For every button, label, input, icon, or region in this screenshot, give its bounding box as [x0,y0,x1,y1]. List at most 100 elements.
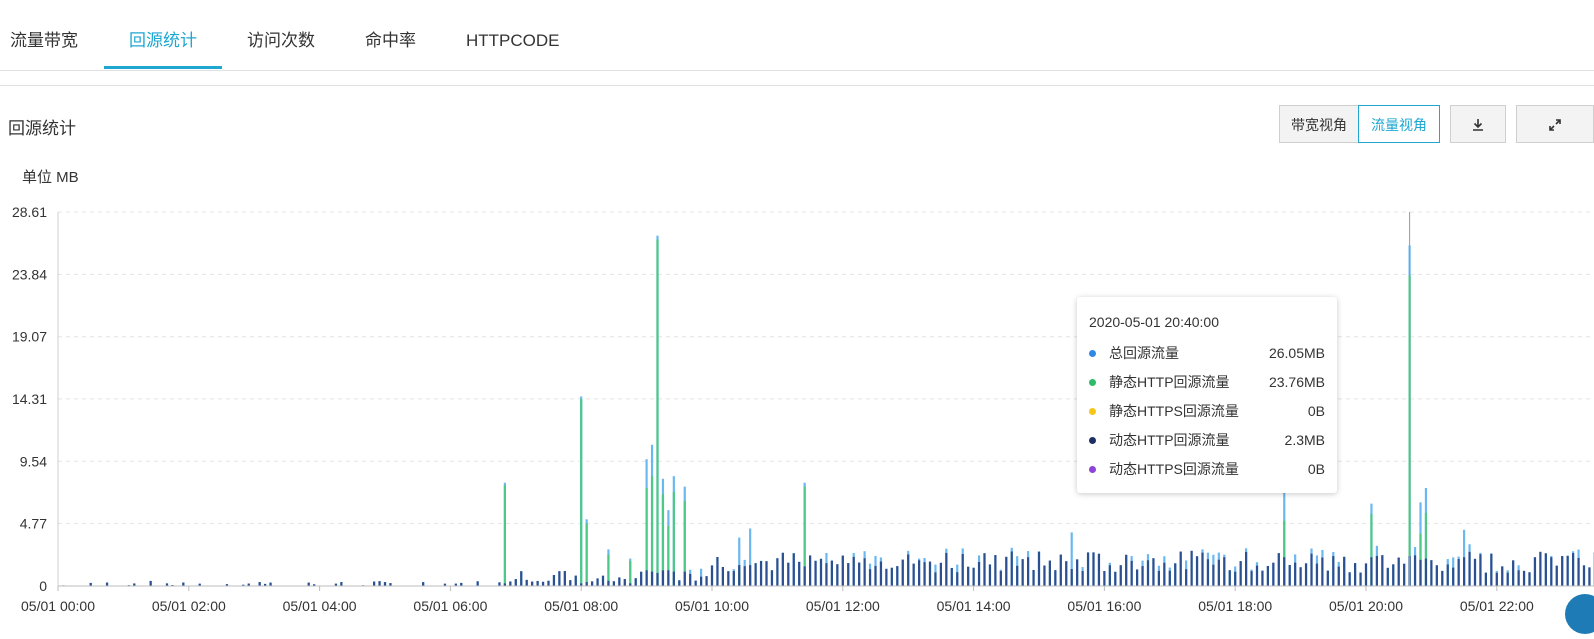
bar-dynamic-http [1141,566,1144,586]
help-float-button[interactable] [1565,594,1594,634]
bar-dynamic-http [640,571,643,586]
bar-static-http [661,494,665,586]
bar-dynamic-http [1473,558,1477,586]
bar-dynamic-http [520,571,523,586]
bar-dynamic-http [923,562,926,586]
bar-dynamic-http [792,553,795,586]
bar-dynamic-http [569,580,572,586]
bar-dynamic-http [1582,565,1586,586]
bar-dynamic-http [182,582,185,586]
bar-dynamic-http [907,554,910,586]
bar-dynamic-http [1577,557,1580,586]
bar-dynamic-http [1103,571,1106,586]
bar-dynamic-http [1228,570,1231,586]
bar-dynamic-http [623,579,626,586]
bar-dynamic-http [961,554,964,586]
bar-dynamic-http [1413,555,1417,586]
tab-hit-rate[interactable]: 命中率 [365,31,416,50]
bar-dynamic-http [836,564,839,586]
bar-dynamic-http [721,566,724,586]
tooltip-series-value: 2.3MB [1284,432,1325,448]
bar-dynamic-http [1364,563,1368,586]
bar-static-http [607,554,610,586]
bar-dynamic-http [1501,566,1504,586]
bar-dynamic-http [149,580,152,586]
bar-dynamic-http [1212,564,1215,586]
tooltip-row: 总回源流量 26.05MB [1089,344,1325,362]
tab-origin-stats[interactable]: 回源统计 [129,31,197,50]
bar-dynamic-http [879,561,883,586]
bar-static-http [650,476,654,586]
bar-dynamic-http [819,558,823,586]
bar-dynamic-http [1261,570,1264,586]
bar-dynamic-http [749,565,752,586]
bar-dynamic-http [443,583,447,586]
fullscreen-icon [1549,119,1561,131]
bar-dynamic-http [1572,553,1575,586]
bar-dynamic-http [1125,554,1128,586]
bar-dynamic-http [1457,559,1460,586]
bar-dynamic-http [269,582,272,586]
bar-dynamic-http [1081,570,1084,586]
bar-dynamic-http [1239,561,1242,586]
tooltip-time: 2020-05-01 20:40:00 [1089,314,1219,330]
bar-dynamic-http [165,583,169,586]
bar-dynamic-http [645,570,648,586]
bar-dynamic-http [885,568,888,586]
bar-dynamic-http [1283,557,1286,586]
section-divider [0,85,1594,86]
y-tick-label: 0 [39,578,47,594]
traffic-view-button[interactable]: 流量视角 [1358,105,1440,143]
bar-dynamic-http [1430,560,1433,586]
bar-dynamic-http [1381,555,1384,586]
bar-dynamic-http [809,555,812,586]
bar-dynamic-http [1152,558,1155,586]
bar-dynamic-http [1021,559,1024,586]
tooltip-series-value: 0B [1307,403,1325,419]
fullscreen-button[interactable] [1516,105,1594,143]
bar-dynamic-http [558,571,561,586]
chart-unit-label: 单位 MB [22,169,79,186]
bar-dynamic-http [1397,557,1400,586]
y-tick-label: 28.61 [12,204,47,220]
tab-traffic-bandwidth[interactable]: 流量带宽 [10,31,78,50]
bar-dynamic-http [612,581,615,586]
bar-dynamic-http [264,583,267,586]
bar-dynamic-http [705,576,708,586]
bar-dynamic-http [1032,569,1035,586]
tab-httpcode[interactable]: HTTPCODE [466,31,560,50]
bar-dynamic-http [552,575,556,586]
bar-dynamic-http [988,564,992,586]
bar-dynamic-http [1544,553,1547,586]
tab-visit-count[interactable]: 访问次数 [247,31,315,50]
bar-total [1070,532,1073,586]
download-button[interactable] [1450,105,1506,143]
bar-dynamic-http [770,570,774,586]
bar-dynamic-http [868,569,872,586]
y-tick-label: 19.07 [12,329,47,345]
origin-traffic-chart[interactable]: 28.61 23.84 19.07 14.31 9.54 4.77 0 05/01 00:00… [0,195,1594,639]
bar-dynamic-http [1195,556,1199,586]
bar-dynamic-http [798,561,801,586]
bar-static-http [667,525,670,586]
bar-dynamic-http [1561,556,1564,586]
bar-dynamic-http [1528,572,1531,586]
bar-dynamic-http [1136,569,1139,586]
tooltip-series-value: 26.05MB [1268,345,1325,361]
bandwidth-view-button[interactable]: 带宽视角 [1279,105,1359,143]
bar-dynamic-http [1206,559,1210,586]
bar-dynamic-http [1185,569,1188,586]
bar-dynamic-http [841,555,844,586]
bar-dynamic-http [689,573,692,586]
bar-dynamic-http [814,560,817,586]
chart-axes: 28.61 23.84 19.07 14.31 9.54 4.77 0 05/01 00:00… [12,204,1594,614]
bar-dynamic-http [1332,556,1335,586]
bar-dynamic-http [956,572,959,586]
bar-dynamic-http [912,563,915,586]
x-tick-label: 05/01 04:00 [283,598,357,614]
bar-dynamic-http [1424,558,1428,586]
bar-dynamic-http [1533,557,1537,586]
bar-dynamic-http [1272,562,1275,586]
bar-dynamic-http [547,580,550,586]
bar-dynamic-http [1190,550,1193,586]
